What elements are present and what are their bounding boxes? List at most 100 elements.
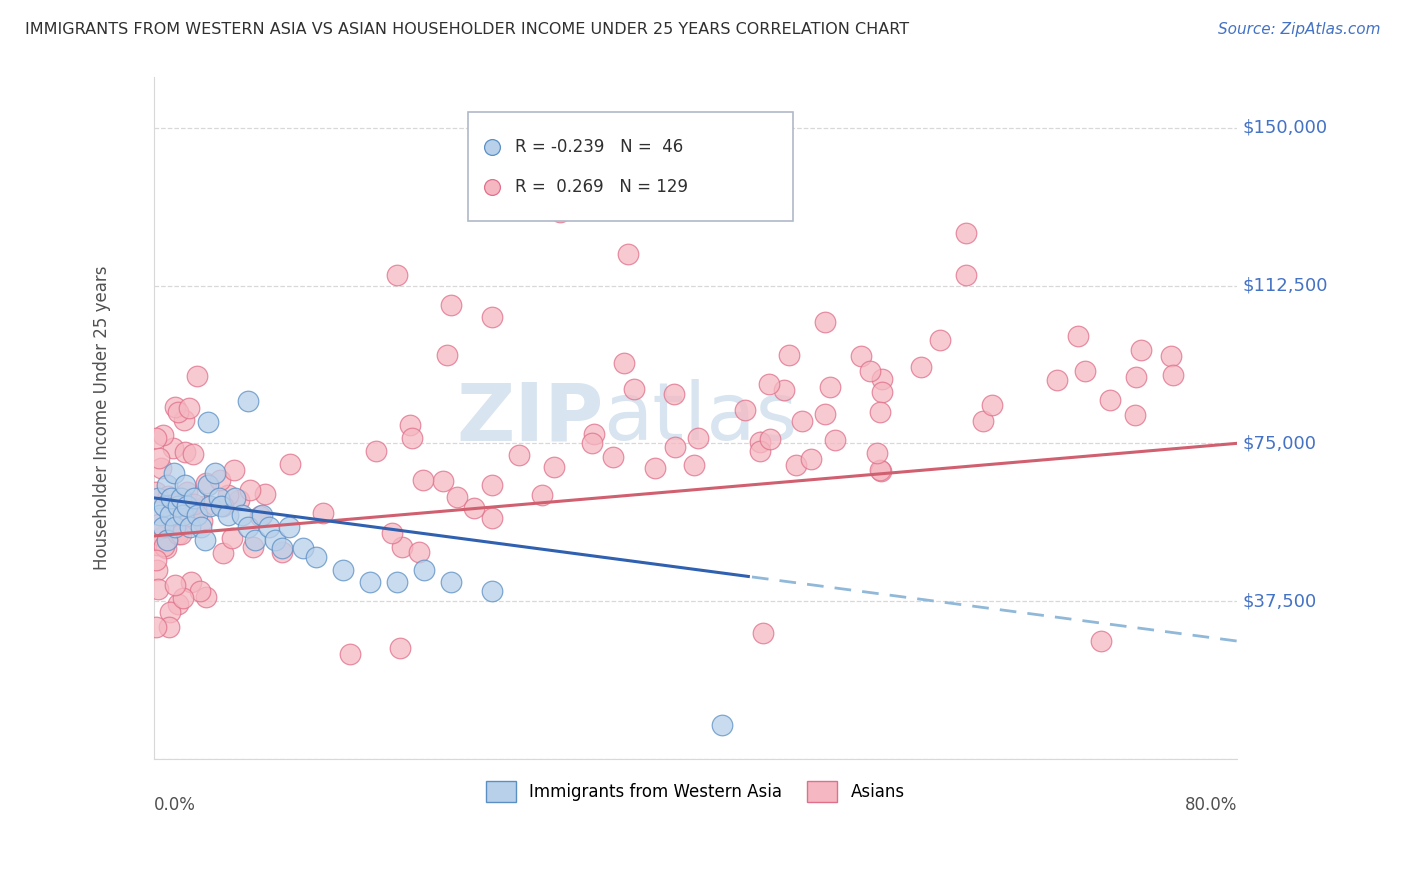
Point xyxy=(145,431,167,445)
Point xyxy=(224,491,246,505)
Point xyxy=(711,718,734,732)
Point xyxy=(156,533,179,547)
Point xyxy=(683,458,706,472)
Point xyxy=(463,501,485,516)
Point xyxy=(432,475,454,489)
Point xyxy=(481,478,503,492)
Point xyxy=(270,544,292,558)
Point xyxy=(264,533,287,547)
Point xyxy=(305,549,328,564)
Point xyxy=(177,498,200,512)
Point xyxy=(152,427,174,442)
Point xyxy=(271,541,294,556)
Text: Householder Income Under 25 years: Householder Income Under 25 years xyxy=(93,266,111,570)
Point xyxy=(170,526,193,541)
Point xyxy=(613,356,636,370)
Point xyxy=(172,508,194,522)
Point xyxy=(165,401,187,415)
Point xyxy=(183,447,205,461)
Point xyxy=(481,310,503,325)
Point xyxy=(156,478,179,492)
Point xyxy=(800,451,823,466)
Point xyxy=(440,297,463,311)
Point xyxy=(1125,369,1147,384)
Point xyxy=(211,546,233,560)
Point xyxy=(870,464,893,478)
Point xyxy=(565,752,588,766)
Point xyxy=(179,575,201,590)
Point xyxy=(785,458,807,472)
Point xyxy=(583,426,606,441)
Point xyxy=(217,488,239,502)
FancyBboxPatch shape xyxy=(468,112,793,220)
Point xyxy=(204,466,226,480)
Point xyxy=(157,620,180,634)
Point xyxy=(910,360,932,375)
Point xyxy=(381,526,404,541)
Point xyxy=(1098,393,1121,408)
Point xyxy=(664,387,686,401)
Point xyxy=(278,457,301,471)
Point xyxy=(191,515,214,529)
Point xyxy=(436,348,458,362)
Point xyxy=(190,520,212,534)
Point xyxy=(150,460,173,475)
Point xyxy=(209,500,232,514)
Point xyxy=(818,380,841,394)
Point xyxy=(146,491,169,505)
Text: $112,500: $112,500 xyxy=(1241,277,1327,294)
Point xyxy=(257,520,280,534)
Point xyxy=(387,268,409,282)
Point xyxy=(194,499,217,513)
Point xyxy=(869,405,891,419)
Point xyxy=(813,315,835,329)
Point xyxy=(197,478,219,492)
Point xyxy=(440,575,463,590)
Point xyxy=(664,441,686,455)
Text: $37,500: $37,500 xyxy=(1241,592,1316,610)
Point xyxy=(176,500,198,514)
Point xyxy=(184,502,207,516)
Point xyxy=(481,583,503,598)
Point xyxy=(167,405,190,419)
Point xyxy=(162,442,184,456)
Text: ZIP: ZIP xyxy=(456,379,603,457)
Point xyxy=(1163,368,1185,383)
Point xyxy=(155,541,177,555)
Point xyxy=(278,520,301,534)
Point xyxy=(790,413,813,427)
Point xyxy=(212,499,235,513)
Point xyxy=(148,516,170,531)
Point xyxy=(228,492,250,507)
Point xyxy=(200,500,222,514)
Point xyxy=(399,417,422,432)
Point xyxy=(173,510,195,524)
Point xyxy=(749,435,772,450)
Point xyxy=(173,413,195,427)
Point xyxy=(773,383,796,397)
Point xyxy=(149,508,172,522)
Point xyxy=(1123,408,1146,422)
Point xyxy=(243,533,266,547)
Point xyxy=(387,575,409,590)
Point xyxy=(824,433,846,447)
Legend: Immigrants from Western Asia, Asians: Immigrants from Western Asia, Asians xyxy=(479,774,911,808)
Point xyxy=(197,415,219,429)
Point xyxy=(186,508,208,522)
Point xyxy=(928,333,950,347)
Point xyxy=(242,540,264,554)
Text: 0.0%: 0.0% xyxy=(153,797,195,814)
Point xyxy=(859,364,882,378)
Point xyxy=(602,450,624,464)
Point xyxy=(332,562,354,576)
Text: $75,000: $75,000 xyxy=(1241,434,1316,452)
Point xyxy=(239,483,262,497)
Point xyxy=(1046,373,1069,387)
Point xyxy=(194,591,217,605)
Point xyxy=(194,476,217,491)
Point xyxy=(163,497,186,511)
Point xyxy=(249,508,271,523)
Point xyxy=(748,444,770,458)
Point xyxy=(159,605,181,619)
Point xyxy=(955,226,977,240)
